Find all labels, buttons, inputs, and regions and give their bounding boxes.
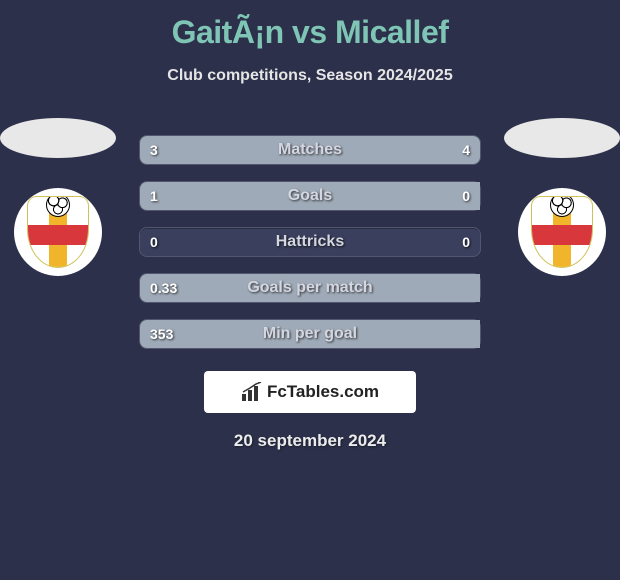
club-crest-right [518, 188, 606, 276]
stat-row: 10Goals [139, 181, 481, 211]
site-text: FcTables.com [267, 382, 379, 402]
stat-label: Hattricks [140, 233, 480, 251]
stats-container: 34Matches 10Goals 00Hattricks 0.33Goals per… [139, 135, 481, 349]
chart-icon [241, 382, 263, 402]
player-ellipse-left [0, 118, 116, 158]
site-badge: FcTables.com [204, 371, 416, 413]
page-subtitle: Club competitions, Season 2024/2025 [0, 67, 620, 85]
stat-label: Matches [140, 141, 480, 159]
stat-label: Goals [140, 187, 480, 205]
player-badge-left [0, 118, 118, 276]
player-ellipse-right [504, 118, 620, 158]
stat-label: Goals per match [140, 279, 480, 297]
stat-row: 0.33Goals per match [139, 273, 481, 303]
page-title: GaitÃ¡n vs Micallef [0, 0, 620, 51]
stat-row: 34Matches [139, 135, 481, 165]
stat-label: Min per goal [140, 325, 480, 343]
date-text: 20 september 2024 [0, 431, 620, 451]
player-badge-right [502, 118, 620, 276]
stat-row: 353Min per goal [139, 319, 481, 349]
club-crest-left [14, 188, 102, 276]
stat-row: 00Hattricks [139, 227, 481, 257]
